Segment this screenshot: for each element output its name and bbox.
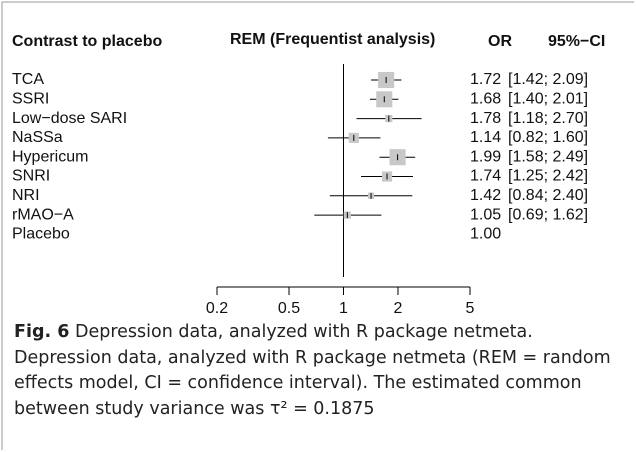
x-tick-label: 0.2 — [206, 300, 228, 317]
header-estimate: OR — [488, 33, 512, 50]
x-tick-label: 1 — [339, 300, 348, 317]
ci-label: [1.18; 2.70] — [508, 110, 588, 127]
row-label: TCA — [12, 71, 44, 88]
or-label: 1.78 — [470, 110, 501, 127]
or-label: 1.05 — [470, 206, 501, 223]
ci-label: [0.84; 2.40] — [508, 187, 588, 204]
ci-label: [1.40; 2.01] — [508, 91, 588, 108]
ci-label: [1.42; 2.09] — [508, 71, 588, 88]
row-label: NRI — [12, 187, 40, 204]
ci-label: [0.69; 1.62] — [508, 206, 588, 223]
header-plot: REM (Frequentist analysis) — [230, 31, 435, 48]
caption-label: Fig. 6 — [14, 322, 70, 342]
ci-label: [0.82; 1.60] — [508, 129, 588, 146]
ci-label: [1.58; 2.49] — [508, 148, 588, 165]
or-label: 1.99 — [470, 148, 501, 165]
row-label: rMAO−A — [12, 206, 74, 223]
row-label: Hypericum — [12, 148, 88, 165]
or-label: 1.14 — [470, 129, 501, 146]
or-label: 1.72 — [470, 71, 501, 88]
row-label: Low−dose SARI — [12, 110, 127, 127]
row-label: SNRI — [12, 168, 50, 185]
x-tick-label: 5 — [466, 300, 475, 317]
row-label: SSRI — [12, 91, 49, 108]
x-tick-label: 0.5 — [278, 300, 300, 317]
ci-label: [1.25; 2.42] — [508, 168, 588, 185]
caption-text: Depression data, analyzed with R package… — [14, 322, 611, 419]
or-label: 1.42 — [470, 187, 501, 204]
header-ci: 95%−CI — [548, 33, 605, 50]
row-label: Placebo — [12, 226, 70, 243]
or-label: 1.68 — [470, 91, 501, 108]
or-label: 1.74 — [470, 168, 501, 185]
caption: Fig. 6 Depression data, analyzed with R … — [14, 320, 624, 422]
or-label: 1.00 — [470, 226, 501, 243]
x-tick-label: 2 — [394, 300, 403, 317]
header-contrast: Contrast to placebo — [12, 33, 162, 50]
row-label: NaSSa — [12, 129, 63, 146]
